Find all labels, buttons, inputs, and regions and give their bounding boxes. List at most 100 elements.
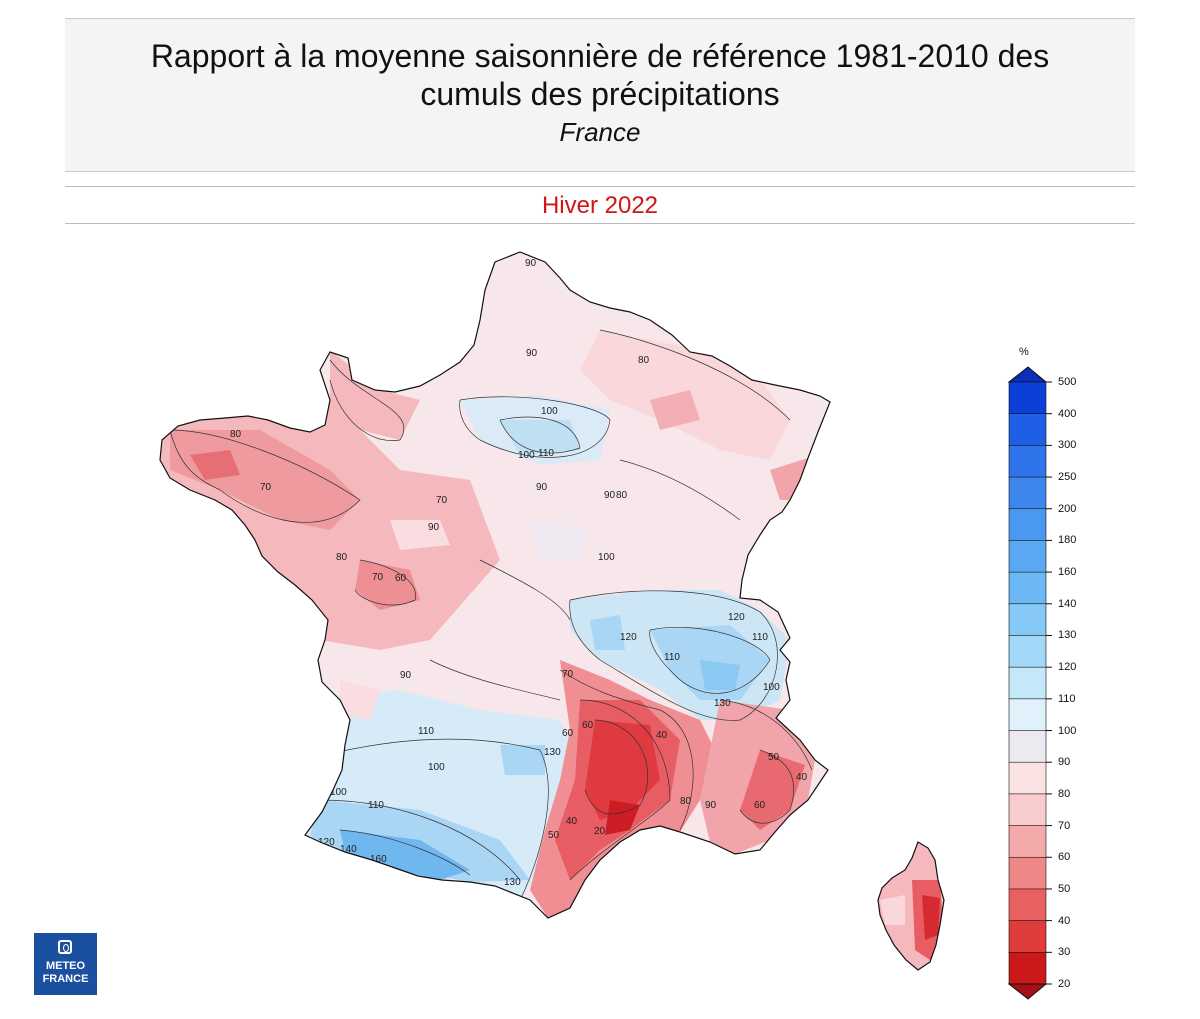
legend-tick-label: 100: [1058, 724, 1077, 737]
contour-label: 160: [370, 854, 387, 865]
legend-color-segment: [1008, 381, 1047, 415]
legend-color-segment: [1008, 825, 1047, 859]
contour-label: 110: [752, 632, 768, 643]
contour-label: 110: [368, 800, 384, 811]
legend-tick-label: 180: [1058, 534, 1077, 547]
legend-tick-label: 50: [1058, 882, 1071, 895]
legend-color-segment: [1008, 920, 1047, 954]
region-subtitle: France: [559, 117, 641, 147]
legend-unit: %: [1019, 346, 1029, 358]
contour-label: 90: [536, 482, 548, 493]
legend-color-segment: [1008, 856, 1047, 890]
legend-tick-label: 300: [1058, 439, 1077, 452]
contour-label: 70: [436, 495, 448, 506]
legend-tick-label: 250: [1058, 471, 1077, 484]
legend-tick-label: 200: [1058, 502, 1077, 515]
legend-tick-label: 500: [1058, 376, 1077, 388]
logo-text-line2: FRANCE: [42, 973, 89, 985]
contour-label: 130: [714, 698, 731, 709]
contour-label: 140: [340, 844, 357, 855]
mainland-regions: 90 80 90 100 110 100 80 70 60 70 80 90 9…: [160, 252, 830, 918]
legend-color-segment: [1008, 413, 1047, 447]
contour-label: 60: [754, 800, 766, 811]
legend-tick-label: 70: [1058, 819, 1071, 832]
title-line-2: cumuls des précipitations: [420, 76, 780, 112]
contour-label: 70: [372, 572, 384, 583]
legend-color-segment: [1008, 888, 1047, 922]
contour-label: 110: [538, 448, 554, 459]
corsica-outline: [877, 841, 945, 971]
contour-label: 90: [604, 490, 616, 501]
legend-color-segment: [1008, 952, 1047, 985]
legend-segments: [1008, 381, 1047, 985]
legend-tick-label: 20: [1058, 978, 1071, 990]
contour-label: 100: [518, 450, 535, 461]
legend-color-segment: [1008, 540, 1047, 573]
contour-label: 20: [594, 826, 606, 837]
contour-label: 40: [796, 772, 808, 783]
legend-tick-label: 60: [1058, 851, 1071, 864]
legend-color-segment: [1008, 666, 1047, 700]
legend-tick-label: 140: [1058, 597, 1077, 610]
contour-label: 90: [525, 258, 537, 269]
legend-tick-label: 130: [1058, 629, 1077, 642]
contour-label: 100: [330, 787, 347, 798]
contour-label: 100: [428, 762, 445, 773]
legend-arrow-top: [1007, 366, 1048, 383]
contour-label: 70: [562, 669, 574, 680]
legend-tick-label: 80: [1058, 787, 1071, 800]
contour-label: 80: [336, 552, 348, 563]
legend-tick-label: 160: [1058, 566, 1077, 579]
contour-label: 120: [620, 632, 637, 643]
meteo-france-logo: METEO FRANCE: [34, 933, 97, 995]
contour-label: 50: [548, 830, 560, 841]
contour-label: 90: [705, 800, 717, 811]
legend-tick-label: 90: [1058, 756, 1071, 769]
contour-label: 100: [541, 406, 558, 417]
legend-color-segment: [1008, 793, 1047, 827]
contour-label: 120: [728, 612, 745, 623]
contour-label: 80: [616, 490, 628, 501]
contour-label: 60: [562, 728, 574, 739]
legend-tick-label: 120: [1058, 661, 1077, 674]
contour-label: 110: [664, 652, 680, 663]
legend-color-segment: [1008, 508, 1047, 542]
legend-colorbar: [1007, 366, 1052, 1000]
contour-label: 90: [526, 348, 538, 359]
logo-text-line1: METEO: [45, 960, 86, 972]
legend-color-segment: [1008, 445, 1047, 478]
contour-label: 110: [418, 726, 434, 737]
legend-tick-label: 40: [1058, 914, 1071, 927]
legend-arrow-bottom: [1007, 983, 1048, 1000]
legend-color-segment: [1008, 635, 1047, 668]
legend-color-segment: [1008, 761, 1047, 795]
legend-ticks: [1046, 381, 1052, 985]
logo-icon: [58, 940, 72, 954]
contour-label: 90: [428, 522, 440, 533]
contour-label: 80: [230, 429, 242, 440]
contour-labels: 90 80 90 100 110 100 80 70 60 70 80 90 9…: [230, 258, 808, 888]
period-label: Hiver 2022: [541, 192, 659, 219]
contour-label: 80: [638, 355, 650, 366]
title-panel: Rapport à la moyenne saisonnière de réfé…: [65, 18, 1135, 172]
contour-label: 40: [656, 730, 668, 741]
legend-tick-label: 400: [1058, 407, 1077, 420]
contour-label: 50: [768, 752, 780, 763]
contour-label: 100: [763, 682, 780, 693]
legend-tick-label: 110: [1058, 692, 1076, 705]
legend-color-segment: [1008, 571, 1047, 605]
contour-label: 60: [395, 573, 407, 584]
contour-label: 60: [582, 720, 594, 731]
legend-color-segment: [1008, 603, 1047, 637]
legend-color-segment: [1008, 730, 1047, 764]
legend-color-segment: [1008, 698, 1047, 732]
period-bar: Hiver 2022: [65, 186, 1135, 224]
contour-label: 40: [566, 816, 578, 827]
legend-tick-label: 30: [1058, 946, 1071, 959]
contour-label: 90: [400, 670, 412, 681]
mainland-outline: [159, 251, 831, 919]
page-title: Rapport à la moyenne saisonnière de réfé…: [65, 37, 1135, 113]
legend-color-segment: [1008, 476, 1047, 510]
title-line-1: Rapport à la moyenne saisonnière de réfé…: [150, 38, 1050, 74]
